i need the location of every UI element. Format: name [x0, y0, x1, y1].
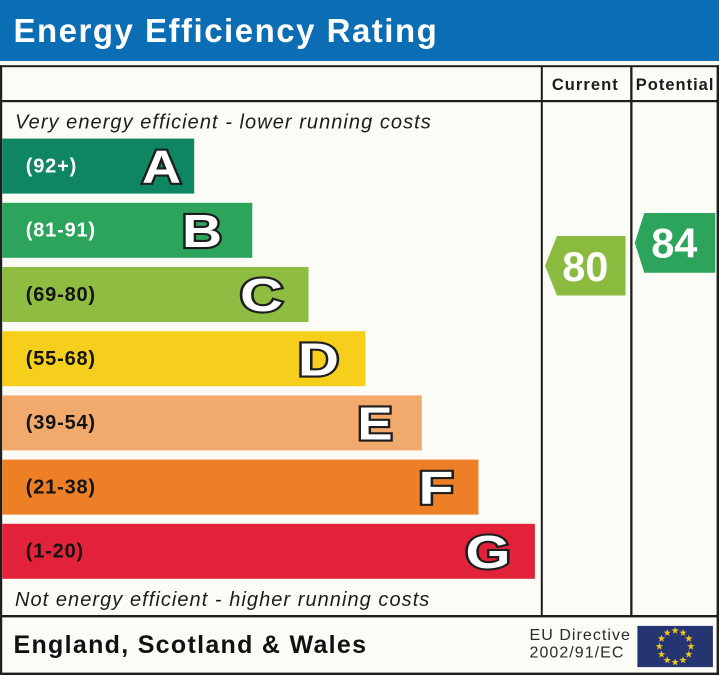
- svg-text:D: D: [298, 333, 339, 385]
- svg-text:(92+): (92+): [26, 155, 77, 177]
- svg-text:C: C: [240, 269, 283, 321]
- svg-text:2002/91/EC: 2002/91/EC: [530, 644, 625, 661]
- svg-text:B: B: [182, 205, 222, 257]
- svg-text:G: G: [466, 526, 511, 578]
- svg-text:80: 80: [562, 243, 608, 290]
- svg-text:(21-38): (21-38): [26, 476, 96, 498]
- svg-text:(1-20): (1-20): [26, 541, 84, 563]
- svg-text:Potential: Potential: [636, 76, 715, 94]
- svg-text:Current: Current: [552, 76, 619, 94]
- svg-text:(81-91): (81-91): [26, 220, 96, 242]
- svg-text:84: 84: [651, 219, 697, 266]
- svg-text:EU Directive: EU Directive: [530, 627, 632, 644]
- svg-text:(69-80): (69-80): [26, 284, 96, 306]
- svg-text:F: F: [419, 462, 454, 514]
- svg-text:A: A: [142, 141, 181, 193]
- svg-text:Very energy efficient - lower: Very energy efficient - lower running co…: [15, 112, 432, 134]
- svg-text:Energy Efficiency Rating: Energy Efficiency Rating: [14, 12, 439, 49]
- svg-text:(39-54): (39-54): [26, 412, 96, 434]
- svg-text:Not energy efficient - higher: Not energy efficient - higher running co…: [15, 589, 430, 611]
- svg-text:E: E: [358, 398, 393, 450]
- svg-text:England, Scotland & Wales: England, Scotland & Wales: [14, 631, 368, 659]
- svg-text:(55-68): (55-68): [26, 348, 96, 370]
